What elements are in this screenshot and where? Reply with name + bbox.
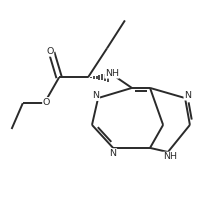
Text: N: N [92,91,100,100]
Text: O: O [43,98,50,107]
Text: NH: NH [163,152,177,161]
Text: NH: NH [105,69,119,78]
Text: O: O [46,47,54,56]
Text: N: N [184,91,191,100]
Text: N: N [110,149,117,158]
